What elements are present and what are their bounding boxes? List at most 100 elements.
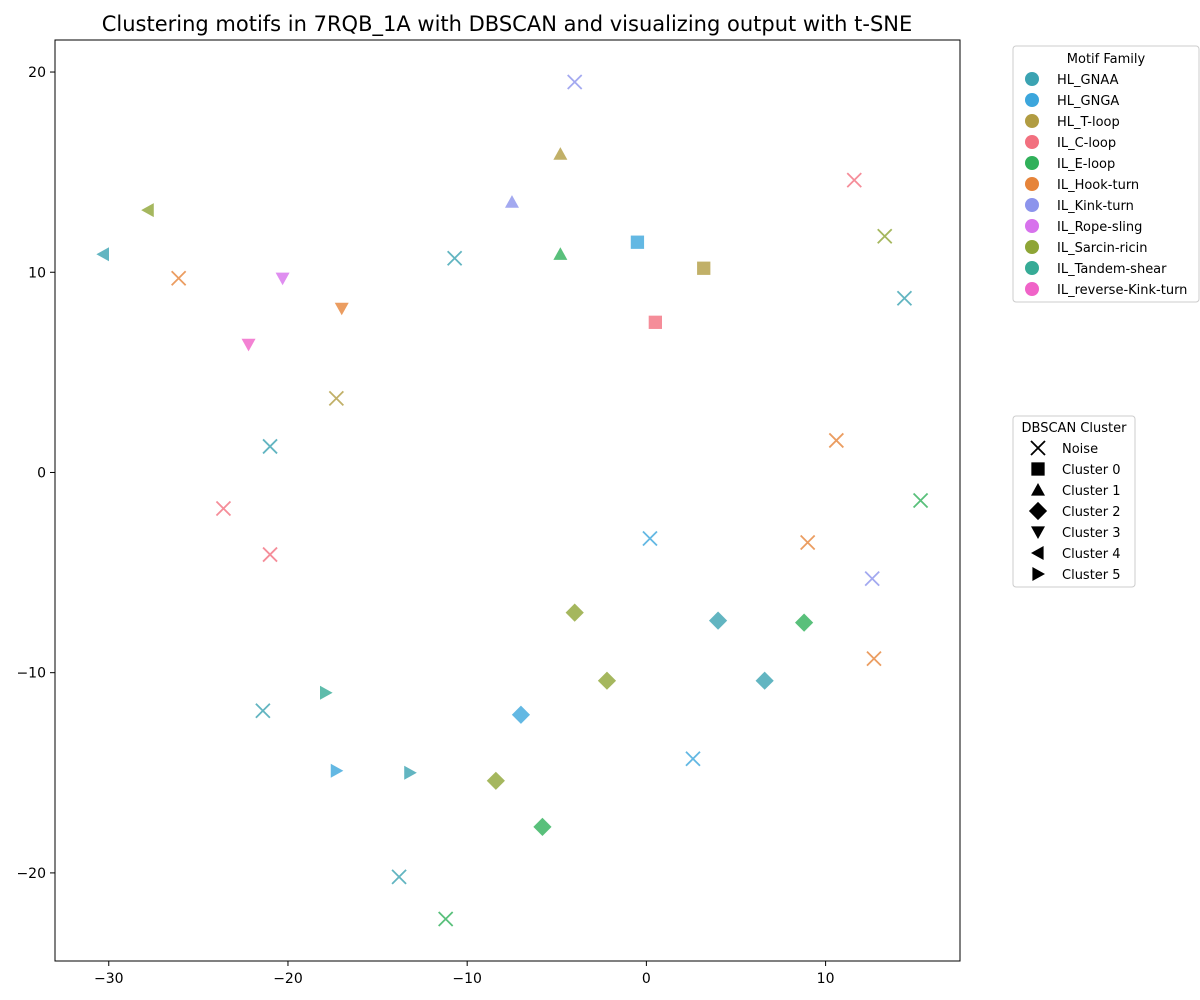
data-points <box>96 74 929 927</box>
legend-family-label: HL_GNGA <box>1057 94 1119 109</box>
data-point-noise <box>391 869 407 885</box>
legend-family-label: IL_Tandem-shear <box>1057 262 1167 277</box>
data-point-cluster-3 <box>275 272 290 286</box>
legend-family-swatch <box>1025 93 1039 107</box>
x-tick-label: 0 <box>642 971 651 987</box>
legend-family-swatch <box>1025 261 1039 275</box>
data-point-cluster-2 <box>708 611 728 630</box>
data-point-cluster-1 <box>504 195 519 208</box>
data-point-cluster-5 <box>404 765 417 780</box>
legend-family-swatch <box>1025 135 1039 149</box>
y-tick-label: 0 <box>37 465 46 481</box>
data-point-cluster-5 <box>320 685 333 700</box>
legend-motif-family-title: Motif Family <box>1067 52 1146 67</box>
data-point-cluster-5 <box>330 763 344 778</box>
y-tick-label: 10 <box>28 265 46 281</box>
legend-family-label: IL_Kink-turn <box>1057 199 1134 214</box>
data-point-cluster-2 <box>511 705 531 724</box>
legend-family-swatch <box>1025 282 1039 296</box>
data-point-noise <box>215 500 232 517</box>
legend-cluster-label: Cluster 0 <box>1062 463 1121 478</box>
data-point-cluster-1 <box>553 247 568 260</box>
y-tick-label: −10 <box>16 666 46 682</box>
legend-cluster-label: Cluster 2 <box>1062 505 1121 520</box>
data-point-cluster-2 <box>597 671 617 690</box>
data-point-noise <box>255 703 271 719</box>
legend-cluster-label: Noise <box>1062 442 1098 457</box>
legend-cluster-label: Cluster 4 <box>1062 547 1121 562</box>
data-point-noise <box>912 492 929 509</box>
plot-frame <box>54 39 961 962</box>
legend-family-swatch <box>1025 177 1039 191</box>
x-tick-label: 10 <box>817 971 835 987</box>
data-point-noise <box>438 911 454 927</box>
legend-cluster-marker <box>1031 462 1045 476</box>
data-point-cluster-1 <box>553 147 568 160</box>
x-tick-label: −20 <box>273 971 303 987</box>
legend-cluster-label: Cluster 3 <box>1062 526 1121 541</box>
legend-family-label: IL_reverse-Kink-turn <box>1057 283 1187 298</box>
legend-cluster-marker <box>1031 546 1044 560</box>
data-point-noise <box>262 546 278 563</box>
data-point-cluster-3 <box>334 302 349 316</box>
data-point-cluster-0 <box>648 315 662 329</box>
data-point-noise <box>328 390 344 407</box>
legend-motif-family-box <box>1012 45 1200 303</box>
legend-family-label: HL_T-loop <box>1057 115 1120 130</box>
legend-cluster-label: Cluster 1 <box>1062 484 1121 499</box>
legend-family-label: IL_Sarcin-ricin <box>1057 241 1148 256</box>
data-point-noise <box>685 751 701 767</box>
data-point-noise <box>567 74 583 90</box>
data-point-cluster-0 <box>697 261 711 275</box>
legend-family-swatch <box>1025 219 1039 233</box>
y-tick-label: 20 <box>28 65 46 81</box>
data-point-cluster-4 <box>141 203 154 218</box>
legend-dbscan-cluster-title: DBSCAN Cluster <box>1022 421 1128 436</box>
legend-family-swatch <box>1025 198 1039 212</box>
data-point-noise <box>171 270 187 286</box>
legend-family-label: IL_C-loop <box>1057 136 1116 151</box>
legend-cluster-marker <box>1030 440 1046 456</box>
data-point-cluster-2 <box>565 603 584 622</box>
data-point-noise <box>262 438 278 455</box>
x-tick-label: −10 <box>452 971 482 987</box>
data-point-cluster-4 <box>96 247 109 262</box>
legend-cluster-label: Cluster 5 <box>1062 568 1121 583</box>
legend-cluster-marker <box>1032 567 1045 581</box>
legend-cluster-marker <box>1031 483 1045 496</box>
legend-family-swatch <box>1025 72 1039 86</box>
data-point-cluster-2 <box>486 771 505 790</box>
data-point-noise <box>877 228 893 244</box>
data-point-cluster-0 <box>630 235 645 249</box>
y-axis: −20 −10 0 10 20 <box>16 65 55 882</box>
legend-family-label: HL_GNAA <box>1057 73 1119 88</box>
x-tick-label: −30 <box>94 971 124 987</box>
legend-family-swatch <box>1025 114 1039 128</box>
data-point-noise <box>866 651 882 667</box>
data-point-noise <box>446 250 463 266</box>
legend-family-label: IL_E-loop <box>1057 157 1115 172</box>
legend-motif-family-items: HL_GNAA HL_GNGA HL_T-loop IL_C-loop IL_E-loo… <box>1025 72 1187 298</box>
data-point-noise <box>828 432 844 449</box>
data-point-cluster-2 <box>794 613 814 632</box>
legend-family-label: IL_Hook-turn <box>1057 178 1139 193</box>
legend-cluster-marker <box>1031 526 1045 539</box>
data-point-noise <box>642 530 658 547</box>
plot-area: −30 −20 −10 0 10 −20 −10 0 10 20 <box>16 39 961 987</box>
legend-family-label: IL_Rope-sling <box>1057 220 1142 235</box>
legend-dbscan-cluster-box <box>1012 415 1136 588</box>
legend-dbscan-cluster-items: Noise Cluster 0 Cluster 1 Cluster 2 Cluster … <box>1028 440 1121 583</box>
data-point-noise <box>864 570 880 587</box>
chart-title: Clustering motifs in 7RQB_1A with DBSCAN… <box>102 12 913 37</box>
y-tick-label: −20 <box>16 866 46 882</box>
legend-cluster-marker <box>1028 501 1048 521</box>
data-point-cluster-3 <box>241 338 256 352</box>
legend-family-swatch <box>1025 240 1039 254</box>
legend-dbscan-cluster: DBSCAN Cluster Noise Cluster 0 Cluster 1 Cl… <box>1012 415 1136 588</box>
data-point-noise <box>846 172 862 188</box>
x-axis: −30 −20 −10 0 10 <box>94 961 835 987</box>
legend-motif-family: Motif Family HL_GNAA HL_GNGA HL_T-loop IL_C… <box>1012 45 1200 303</box>
data-point-noise <box>800 534 816 551</box>
data-point-cluster-2 <box>755 671 774 690</box>
